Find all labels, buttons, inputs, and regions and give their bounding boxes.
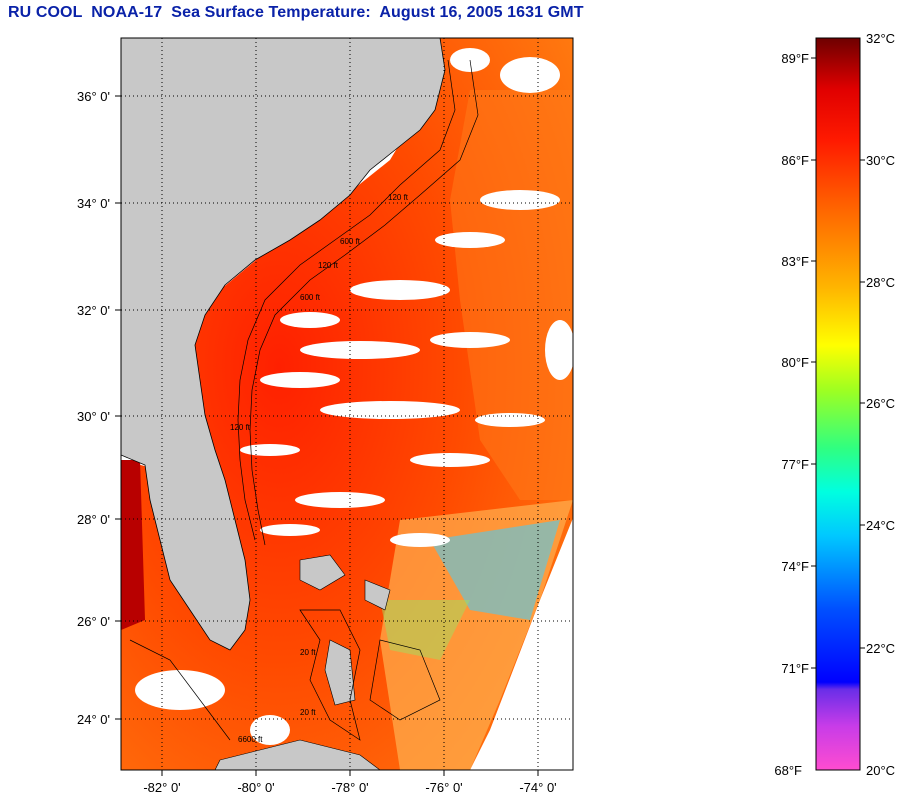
fahrenheit-label: 71°F xyxy=(781,661,809,676)
contour-label: 600 ft xyxy=(340,237,361,246)
map-frame xyxy=(120,37,574,771)
bathymetry-contours xyxy=(129,59,479,741)
contour-label: 20 ft xyxy=(300,648,316,657)
contour-label: 600 ft xyxy=(300,293,321,302)
map-image xyxy=(121,38,573,770)
cloud-cover xyxy=(135,48,573,745)
cyan-patch xyxy=(430,520,560,620)
lat-label: 28° 0' xyxy=(77,512,110,527)
celsius-label: 28°C xyxy=(866,275,895,290)
fahrenheit-label: 77°F xyxy=(781,457,809,472)
celsius-label: 22°C xyxy=(866,641,895,656)
lon-label: -78° 0' xyxy=(331,780,368,795)
celsius-label: 26°C xyxy=(866,396,895,411)
longitude-labels: -82° 0' -80° 0' -78° 0' -76° 0' -74° 0' xyxy=(143,780,556,795)
fahrenheit-label: 80°F xyxy=(781,355,809,370)
fahrenheit-label: 83°F xyxy=(781,254,809,269)
contour-label-group: 120 ft 600 ft 120 ft 600 ft 120 ft 20 ft… xyxy=(230,193,409,744)
colorbar-celsius-labels: 32°C 30°C 28°C 26°C 24°C 22°C 20°C xyxy=(866,31,895,778)
celsius-label: 32°C xyxy=(866,31,895,46)
green-patch xyxy=(380,600,470,660)
lon-label: -76° 0' xyxy=(425,780,462,795)
colorbar-fahrenheit-labels: 89°F 86°F 83°F 80°F 77°F 74°F 71°F 68°F xyxy=(774,51,809,778)
contour-label: 120 ft xyxy=(318,261,339,270)
gulf-warm xyxy=(121,460,145,630)
fahrenheit-label: 68°F xyxy=(774,763,802,778)
bahamas-island xyxy=(364,579,391,611)
map-title: RU COOL NOAA-17 Sea Surface Temperature:… xyxy=(8,4,584,21)
bahamas-island xyxy=(299,554,346,591)
fahrenheit-label: 89°F xyxy=(781,51,809,66)
celsius-label: 30°C xyxy=(866,153,895,168)
lat-label: 32° 0' xyxy=(77,303,110,318)
axis-ticks xyxy=(115,95,539,776)
lat-label: 34° 0' xyxy=(77,196,110,211)
celsius-label: 20°C xyxy=(866,763,895,778)
celsius-label: 24°C xyxy=(866,518,895,533)
lat-label: 36° 0' xyxy=(77,89,110,104)
bahamas-island xyxy=(324,639,356,706)
lat-label: 26° 0' xyxy=(77,614,110,629)
lon-label: -82° 0' xyxy=(143,780,180,795)
lat-label: 30° 0' xyxy=(77,409,110,424)
lon-label: -74° 0' xyxy=(519,780,556,795)
colorbar xyxy=(815,37,861,771)
fahrenheit-label: 86°F xyxy=(781,153,809,168)
graticule xyxy=(121,38,573,770)
latitude-labels: 36° 0' 34° 0' 32° 0' 30° 0' 28° 0' 26° 0… xyxy=(77,89,110,727)
lat-label: 24° 0' xyxy=(77,712,110,727)
contour-label: 6600 ft xyxy=(238,735,263,744)
lon-label: -80° 0' xyxy=(237,780,274,795)
contour-label: 120 ft xyxy=(230,423,251,432)
colorbar-ticks xyxy=(811,57,865,669)
land-mass xyxy=(121,38,446,651)
contour-label: 20 ft xyxy=(300,708,316,717)
contour-label: 120 ft xyxy=(388,193,409,202)
fahrenheit-label: 74°F xyxy=(781,559,809,574)
